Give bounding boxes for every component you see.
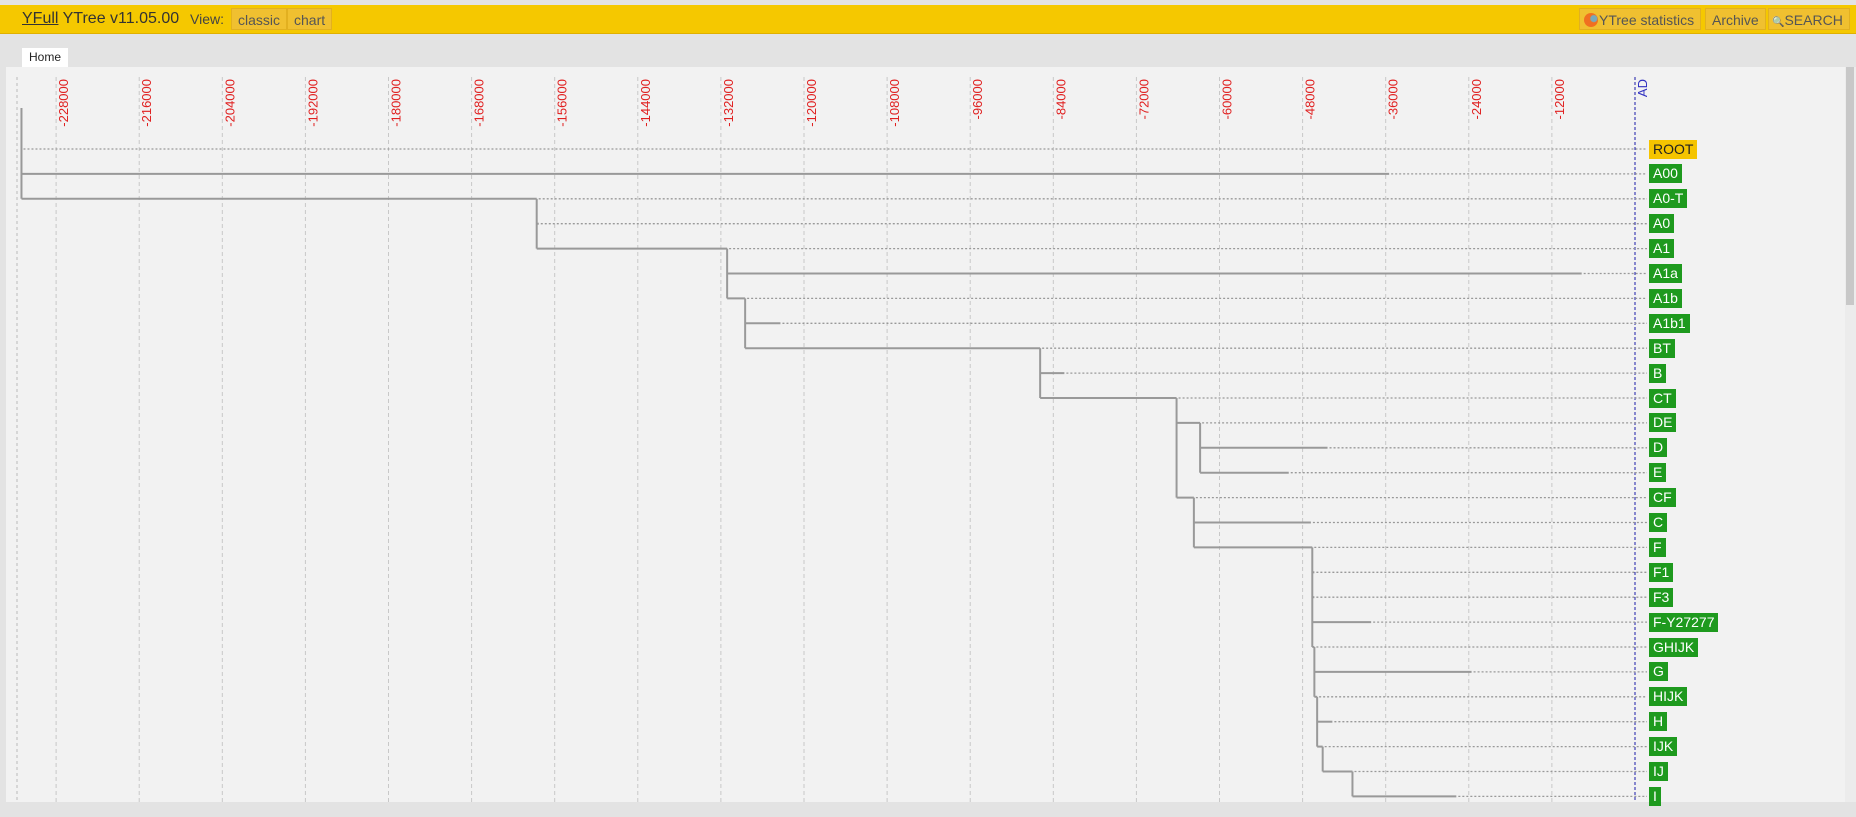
haplogroup-label-C[interactable]: C (1649, 513, 1668, 532)
tick-label: -192000 (305, 79, 320, 127)
haplogroup-label-A1[interactable]: A1 (1649, 239, 1675, 259)
tick-label: -228000 (56, 79, 71, 127)
view-chart-button[interactable]: chart (287, 8, 333, 30)
haplogroup-label-IJK[interactable]: IJK (1649, 737, 1678, 757)
tick-label: -132000 (721, 79, 736, 127)
haplogroup-label-H[interactable]: H (1649, 712, 1668, 732)
haplogroup-label-DE[interactable]: DE (1649, 413, 1677, 433)
view-label: View: (190, 11, 224, 27)
haplogroup-label-A1b[interactable]: A1b (1649, 288, 1682, 308)
haplogroup-label-A00[interactable]: A00 (1649, 164, 1682, 184)
tick-label: -36000 (1386, 79, 1401, 119)
yfull-link[interactable]: YFull (22, 10, 59, 27)
haplogroup-label-G[interactable]: G (1649, 662, 1668, 682)
archive-button[interactable]: Archive (1705, 8, 1766, 30)
pie-chart-icon (1584, 13, 1598, 27)
search-button[interactable]: 🔍SEARCH (1768, 8, 1850, 30)
haplogroup-label-F[interactable]: F (1649, 537, 1666, 557)
tick-label: -216000 (139, 79, 154, 127)
haplogroup-label-CF[interactable]: CF (1649, 488, 1676, 508)
haplogroup-label-GHIJK[interactable]: GHIJK (1649, 637, 1699, 657)
tick-label: -96000 (970, 79, 985, 119)
tree-chart-panel (6, 67, 1845, 802)
haplogroup-label-ROOT[interactable]: ROOT (1649, 139, 1698, 159)
tick-label: -72000 (1136, 79, 1151, 119)
tick-label: -180000 (389, 79, 404, 127)
tick-label: -84000 (1053, 79, 1068, 119)
haplogroup-label-E[interactable]: E (1649, 463, 1667, 483)
ad-label: AD (1635, 79, 1650, 97)
vertical-scrollbar[interactable] (1845, 67, 1856, 802)
haplogroup-label-A0-T[interactable]: A0-T (1649, 189, 1688, 209)
haplogroup-label-BT[interactable]: BT (1649, 338, 1675, 358)
ytree-statistics-label: YTree statistics (1599, 12, 1695, 28)
haplogroup-label-HIJK[interactable]: HIJK (1649, 687, 1688, 707)
tick-label: -12000 (1552, 79, 1567, 119)
brand: YFull YTree v11.05.00 (22, 10, 179, 28)
haplogroup-label-F3[interactable]: F3 (1649, 587, 1674, 607)
haplogroup-label-F1[interactable]: F1 (1649, 562, 1674, 582)
ytree-statistics-button[interactable]: YTree statistics (1579, 8, 1702, 30)
haplogroup-label-F-Y27277[interactable]: F-Y27277 (1649, 612, 1719, 632)
magnifier-icon: 🔍 (1772, 17, 1785, 28)
app-version: YTree v11.05.00 (58, 10, 180, 27)
haplogroup-label-CT[interactable]: CT (1649, 388, 1676, 408)
tree-chart: -228000 -216000 -204000 -192000 -180000 -1680… (16, 77, 1650, 802)
haplogroup-label-D[interactable]: D (1649, 438, 1668, 458)
scrollbar-thumb[interactable] (1846, 67, 1854, 305)
haplogroup-label-A1a[interactable]: A1a (1649, 264, 1682, 283)
haplogroup-label-B[interactable]: B (1649, 363, 1667, 383)
tick-label: -156000 (555, 79, 570, 127)
tick-label: -168000 (472, 79, 487, 127)
search-label: SEARCH (1784, 12, 1843, 28)
haplogroup-label-A1b1[interactable]: A1b1 (1649, 313, 1690, 333)
tick-label: -48000 (1303, 79, 1318, 119)
tick-label: -108000 (887, 79, 902, 127)
haplogroup-label-IJ[interactable]: IJ (1649, 762, 1668, 781)
top-bar: YFull YTree v11.05.00 View: classic char… (0, 5, 1856, 34)
haplogroup-label-A0[interactable]: A0 (1649, 214, 1675, 234)
haplogroup-label-I[interactable]: I (1649, 786, 1661, 806)
tick-label: -120000 (804, 79, 819, 127)
tab-home[interactable]: Home (22, 48, 69, 67)
view-classic-button[interactable]: classic (231, 8, 288, 30)
tick-label: -60000 (1220, 79, 1235, 119)
tick-label: -144000 (638, 79, 653, 127)
tick-label: -24000 (1469, 79, 1484, 119)
tick-label: -204000 (222, 79, 237, 127)
